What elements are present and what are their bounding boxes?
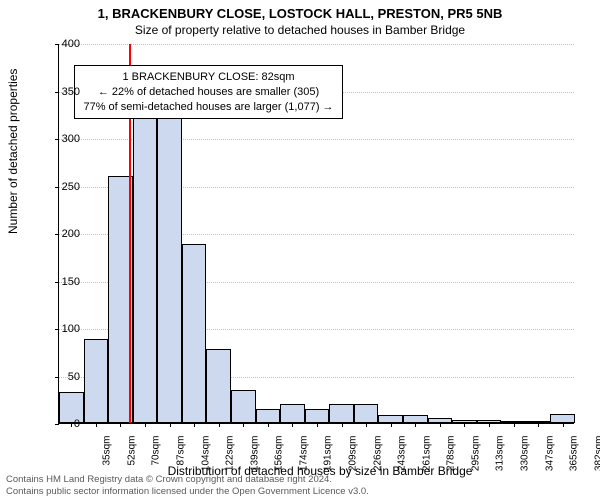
grid-line (59, 44, 574, 45)
histogram-bar (378, 415, 403, 423)
xtick-mark (170, 423, 171, 427)
histogram-bar (182, 244, 207, 423)
histogram-bar (550, 414, 575, 424)
xtick-label: 70sqm (151, 436, 162, 476)
xtick-mark (342, 423, 343, 427)
xtick-mark (219, 423, 220, 427)
histogram-bar (305, 409, 330, 423)
ytick-label: 250 (46, 181, 80, 193)
xtick-label: 209sqm (348, 436, 359, 476)
footer-line-2: Contains public sector information licen… (6, 486, 369, 498)
xtick-label: 35sqm (102, 436, 113, 476)
y-axis-label: Number of detached properties (6, 69, 20, 234)
xtick-mark (489, 423, 490, 427)
histogram-bar (157, 110, 182, 424)
histogram-bar (256, 409, 281, 423)
ytick-label: 200 (46, 228, 80, 240)
xtick-label: 87sqm (176, 436, 187, 476)
info-box-line: 1 BRACKENBURY CLOSE: 82sqm (83, 70, 333, 85)
xtick-mark (120, 423, 121, 427)
xtick-label: 313sqm (495, 436, 506, 476)
ytick-label: 400 (46, 38, 80, 50)
xtick-label: 174sqm (298, 436, 309, 476)
xtick-label: 191sqm (323, 436, 334, 476)
xtick-label: 243sqm (397, 436, 408, 476)
histogram-bar (133, 111, 158, 423)
xtick-mark (514, 423, 515, 427)
page-title: 1, BRACKENBURY CLOSE, LOSTOCK HALL, PRES… (0, 6, 600, 21)
xtick-mark (96, 423, 97, 427)
histogram-bar (231, 390, 256, 423)
xtick-mark (464, 423, 465, 427)
info-box-line: 77% of semi-detached houses are larger (… (83, 100, 333, 115)
xtick-mark (538, 423, 539, 427)
histogram-bar (280, 404, 305, 423)
xtick-mark (292, 423, 293, 427)
xtick-label: 278sqm (446, 436, 457, 476)
ytick-label: 300 (46, 133, 80, 145)
xtick-label: 382sqm (593, 436, 600, 476)
histogram-bar (403, 415, 428, 423)
xtick-label: 122sqm (225, 436, 236, 476)
xtick-mark (317, 423, 318, 427)
footer-line-1: Contains HM Land Registry data © Crown c… (6, 474, 369, 486)
xtick-label: 261sqm (421, 436, 432, 476)
histogram-bar (206, 349, 231, 423)
title-block: 1, BRACKENBURY CLOSE, LOSTOCK HALL, PRES… (0, 0, 600, 37)
chart-area: 1 BRACKENBURY CLOSE: 82sqm← 22% of detac… (58, 44, 574, 424)
xtick-label: 365sqm (569, 436, 580, 476)
xtick-label: 226sqm (372, 436, 383, 476)
plot-area: 1 BRACKENBURY CLOSE: 82sqm← 22% of detac… (58, 44, 574, 424)
xtick-mark (563, 423, 564, 427)
xtick-mark (440, 423, 441, 427)
footer-attribution: Contains HM Land Registry data © Crown c… (6, 474, 369, 498)
ytick-label: 350 (46, 86, 80, 98)
xtick-mark (243, 423, 244, 427)
xtick-mark (268, 423, 269, 427)
xtick-label: 104sqm (200, 436, 211, 476)
xtick-mark (194, 423, 195, 427)
xtick-mark (415, 423, 416, 427)
info-box: 1 BRACKENBURY CLOSE: 82sqm← 22% of detac… (74, 65, 342, 120)
xtick-mark (145, 423, 146, 427)
ytick-label: 50 (46, 371, 80, 383)
xtick-label: 347sqm (544, 436, 555, 476)
ytick-label: 150 (46, 276, 80, 288)
page-subtitle: Size of property relative to detached ho… (0, 23, 600, 37)
xtick-label: 139sqm (249, 436, 260, 476)
ytick-label: 0 (46, 418, 80, 430)
histogram-bar (84, 339, 109, 423)
info-box-line: ← 22% of detached houses are smaller (30… (83, 85, 333, 100)
xtick-mark (391, 423, 392, 427)
xtick-mark (366, 423, 367, 427)
xtick-label: 330sqm (520, 436, 531, 476)
xtick-label: 52sqm (126, 436, 137, 476)
histogram-bar (354, 404, 379, 423)
ytick-label: 100 (46, 323, 80, 335)
xtick-label: 295sqm (470, 436, 481, 476)
xtick-label: 156sqm (274, 436, 285, 476)
histogram-bar (329, 404, 354, 423)
